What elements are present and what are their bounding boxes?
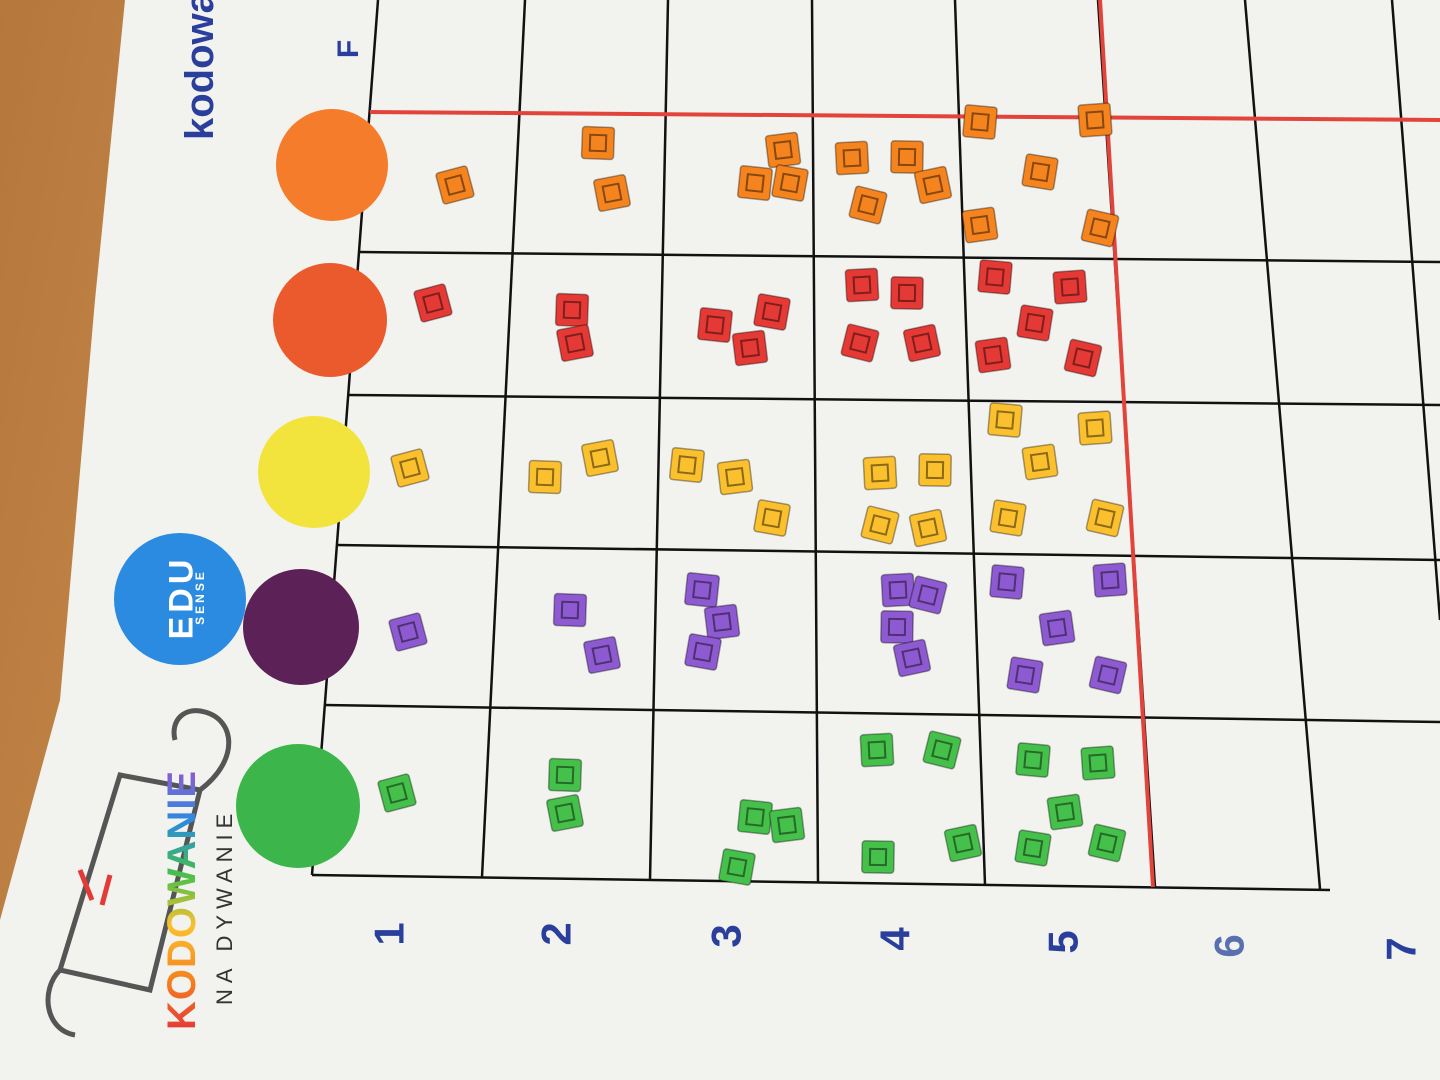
red-block: [1016, 304, 1054, 342]
green-dot: [236, 744, 360, 868]
red-dot: [273, 263, 387, 377]
yellow-block: [753, 499, 791, 537]
red-block: [696, 306, 734, 344]
orange-block: [736, 164, 774, 202]
orange-block: [764, 131, 802, 169]
green-block: [859, 732, 895, 768]
purple-block: [908, 575, 948, 615]
purple-block: [989, 564, 1025, 600]
purple-block: [1038, 609, 1076, 647]
column-number-6: 6: [1205, 934, 1253, 958]
yellow-block: [1077, 410, 1113, 446]
green-block: [922, 730, 962, 770]
purple-block: [388, 612, 428, 652]
orange-block: [961, 206, 999, 244]
red-block: [977, 259, 1013, 295]
yellow-block: [668, 446, 706, 484]
red-block: [840, 323, 880, 363]
green-block: [1015, 742, 1051, 778]
purple-block: [683, 571, 721, 609]
yellow-block: [1021, 443, 1059, 481]
column-number-4: 4: [871, 927, 919, 951]
orange-block: [1021, 153, 1059, 191]
side-brand-text: kodowa: [178, 0, 222, 140]
orange-block: [580, 125, 616, 161]
green-block: [861, 840, 895, 874]
red-block: [554, 292, 590, 328]
block-layer: [377, 102, 1128, 886]
green-block: [768, 806, 806, 844]
orange-block: [962, 104, 998, 140]
green-block: [1014, 829, 1052, 867]
purple-block: [1088, 655, 1128, 695]
column-number-1: 1: [365, 922, 413, 946]
red-block: [974, 336, 1012, 374]
red-block: [1052, 269, 1088, 305]
green-block: [546, 794, 584, 832]
yellow-block: [989, 499, 1027, 537]
edu-logo-circle: [114, 533, 246, 665]
green-block: [943, 823, 983, 863]
purple-block: [552, 592, 588, 628]
kodowanie-logo-subtext: NA DYWANIE: [212, 807, 237, 1005]
orange-block: [771, 164, 809, 202]
column-number-2: 2: [532, 922, 580, 946]
column-number-5: 5: [1039, 930, 1087, 954]
green-block: [1080, 745, 1116, 781]
yellow-dot: [258, 416, 370, 528]
purple-block: [892, 638, 932, 678]
purple-block: [684, 633, 722, 671]
corner-letter: F: [332, 39, 366, 59]
red-block: [413, 283, 453, 323]
green-block: [736, 798, 774, 836]
purple-block: [880, 610, 914, 644]
purple-block: [880, 572, 916, 608]
orange-block: [1080, 208, 1120, 248]
purple-block: [1092, 562, 1128, 598]
yellow-block: [390, 448, 430, 488]
yellow-block: [918, 453, 952, 487]
kodowanie-logo-text: KODOWANIE: [160, 770, 205, 1030]
red-block: [890, 276, 924, 310]
green-block: [1046, 793, 1084, 831]
yellow-block: [908, 508, 948, 548]
green-block: [1087, 823, 1127, 863]
yellow-block: [862, 455, 898, 491]
edu-logo-subtext: SENSE: [192, 569, 207, 625]
orange-block: [593, 174, 631, 212]
green-block: [377, 773, 417, 813]
yellow-block: [987, 402, 1023, 438]
column-number-3: 3: [702, 924, 750, 948]
orange-block: [834, 140, 870, 176]
yellow-block: [860, 505, 900, 545]
orange-dot: [276, 109, 388, 221]
yellow-block: [1085, 498, 1125, 538]
orange-block: [1077, 102, 1113, 138]
kodowanie-logo-graphic: [45, 708, 232, 1038]
red-boundary: [369, 0, 1440, 888]
green-block: [547, 757, 583, 793]
red-block: [731, 329, 769, 367]
purple-dot: [243, 569, 359, 685]
purple-block: [583, 636, 621, 674]
orange-block: [435, 165, 475, 205]
yellow-block: [716, 458, 754, 496]
red-block: [753, 293, 791, 331]
purple-block: [1006, 656, 1044, 694]
purple-block: [703, 603, 741, 641]
orange-block: [848, 185, 888, 225]
column-number-7: 7: [1377, 937, 1425, 961]
red-block: [844, 267, 880, 303]
orange-block: [890, 140, 924, 174]
yellow-block: [581, 439, 619, 477]
red-block: [1063, 338, 1103, 378]
orange-block: [913, 165, 953, 205]
yellow-block: [527, 459, 563, 495]
green-block: [718, 848, 756, 886]
red-block: [556, 324, 594, 362]
red-block: [902, 323, 942, 363]
kodowanie-word: KODOWANIE: [160, 769, 204, 1030]
